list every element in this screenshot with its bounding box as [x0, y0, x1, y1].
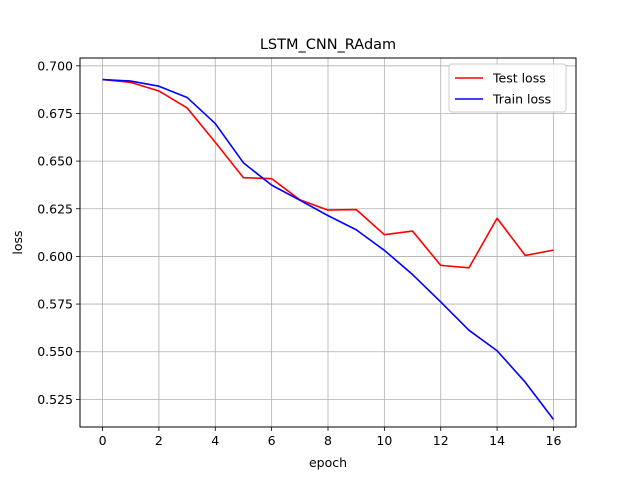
x-tick-label: 12 — [433, 433, 449, 448]
y-tick-label: 0.650 — [37, 154, 73, 169]
legend: Test loss Train loss — [448, 63, 567, 113]
x-tick-label: 2 — [155, 433, 163, 448]
legend-label-train-loss: Train loss — [492, 92, 551, 107]
y-tick-label: 0.600 — [37, 249, 73, 264]
grid — [80, 58, 576, 427]
series-line-train-loss — [102, 78, 555, 420]
y-tick-label: 0.675 — [37, 106, 73, 121]
y-tick-label: 0.700 — [37, 58, 73, 73]
y-tick-label: 0.575 — [37, 297, 73, 312]
series-line-test-loss — [102, 78, 554, 269]
x-axis-label: epoch — [309, 455, 347, 470]
chart-title: LSTM_CNN_RAdam — [260, 37, 396, 53]
x-tick-label: 14 — [489, 433, 505, 448]
x-tick-label: 0 — [99, 433, 107, 448]
series-lines — [102, 78, 555, 420]
y-tick-label: 0.550 — [37, 344, 73, 359]
x-tick-label: 16 — [546, 433, 562, 448]
x-tick-label: 6 — [268, 433, 276, 448]
y-tick-label: 0.525 — [37, 392, 73, 407]
x-tick-label: 10 — [376, 433, 392, 448]
y-tick-label: 0.625 — [37, 201, 73, 216]
legend-box — [448, 63, 567, 113]
x-tick-label: 4 — [211, 433, 219, 448]
x-tick-label: 8 — [324, 433, 332, 448]
y-axis-label: loss — [10, 230, 25, 254]
axis-ticks: 0 2 4 6 8 10 12 14 16 0.525 0.550 0.575 0.600 0.625 0.… — [37, 58, 561, 448]
legend-label-test-loss: Test loss — [492, 71, 546, 86]
